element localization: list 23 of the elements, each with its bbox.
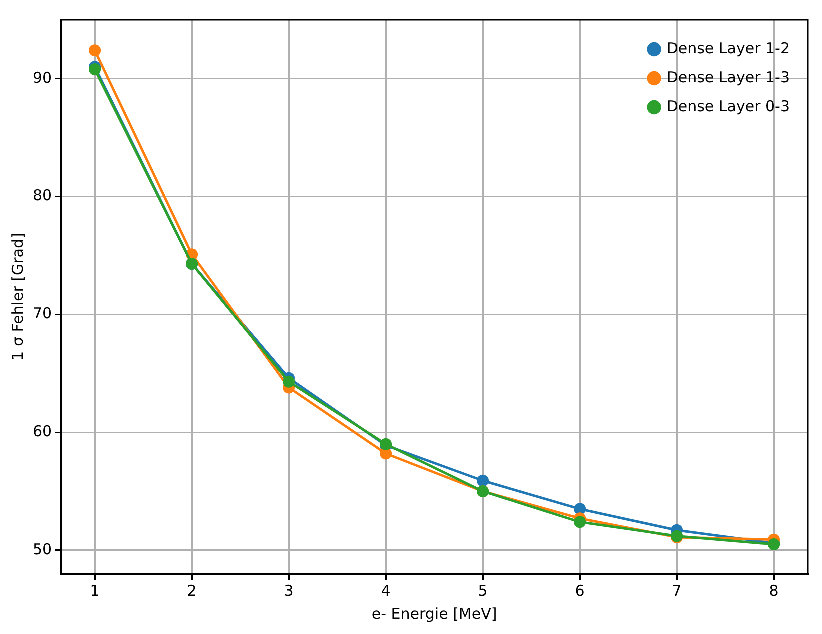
legend-label: Dense Layer 0-3 — [666, 97, 790, 116]
x-tick-label: 8 — [769, 582, 779, 600]
point — [89, 64, 102, 76]
x-tick-label: 1 — [90, 582, 100, 600]
x-tick-label: 3 — [284, 582, 294, 600]
x-tick-label: 7 — [672, 582, 682, 600]
point — [477, 474, 490, 487]
legend-label: Dense Layer 1-2 — [666, 39, 790, 58]
x-tick-label: 4 — [381, 582, 391, 600]
y-tick-label: 60 — [32, 422, 52, 440]
point — [283, 376, 296, 388]
point — [89, 44, 102, 57]
x-tick-label: 6 — [575, 582, 585, 600]
y-tick-label: 90 — [32, 68, 52, 87]
y-axis-title: 1 σ Fehler [Grad] — [8, 233, 27, 361]
y-tick-label: 80 — [32, 186, 52, 205]
point — [574, 516, 586, 528]
y-tick-label: 70 — [32, 304, 52, 323]
x-tick-label: 5 — [478, 582, 488, 600]
y-tick-label: 50 — [32, 540, 52, 558]
x-tick-label: 2 — [187, 582, 197, 600]
x-axis-title: e- Energie [MeV] — [372, 604, 498, 623]
legend-label: Dense Layer 1-3 — [666, 68, 790, 86]
